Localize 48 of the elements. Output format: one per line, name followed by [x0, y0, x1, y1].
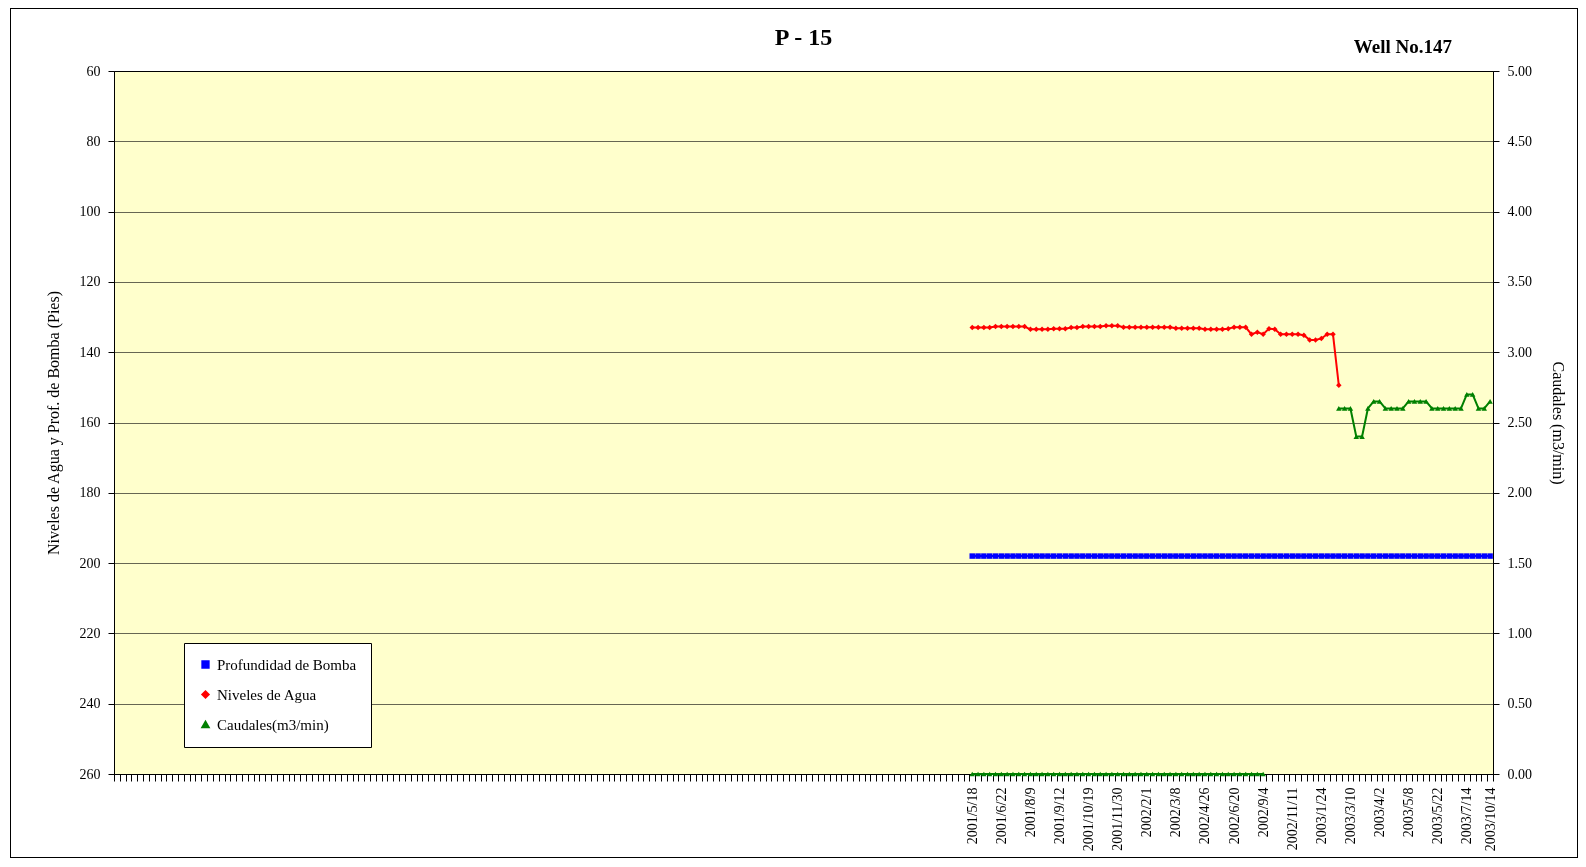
y-tick-label: 180 [79, 485, 101, 501]
text: Well No.147 [1353, 36, 1452, 58]
y2-tick-label: 5.00 [1507, 63, 1532, 79]
y-tick-label: 120 [79, 274, 101, 290]
x-tick-label: 2003/7/14 [1459, 787, 1475, 845]
x-tick-label: 2001/6/22 [993, 787, 1009, 845]
y2-tick-label: 1.50 [1507, 555, 1532, 571]
y2-tick-label: 0.00 [1507, 766, 1532, 782]
y-tick-label: 240 [79, 696, 101, 712]
y2-tick-label: 3.00 [1507, 344, 1532, 360]
legend-label: Niveles de Agua [217, 686, 317, 703]
x-tick-label: 2002/4/26 [1197, 787, 1213, 845]
y-tick-label: 200 [79, 555, 101, 571]
x-tick-label: 2002/2/1 [1139, 787, 1155, 838]
x-tick-label: 2001/5/18 [964, 787, 980, 845]
y2-tick-label: 4.50 [1507, 133, 1532, 149]
y-tick-label: 80 [86, 133, 101, 149]
y-tick-label: 60 [86, 63, 101, 79]
y2-tick-label: 4.00 [1507, 204, 1532, 220]
y2-tick-label: 3.50 [1507, 274, 1532, 290]
x-tick-label: 2003/3/10 [1342, 787, 1358, 845]
y2-tick-label: 0.50 [1507, 696, 1532, 712]
x-tick-label: 2003/5/8 [1401, 787, 1417, 838]
x-tick-label: 2001/9/12 [1052, 787, 1068, 845]
y-tick-label: 140 [79, 344, 101, 360]
y2-tick-label: 2.50 [1507, 415, 1532, 430]
x-tick-label: 2002/11/11 [1284, 787, 1300, 851]
x-tick-label: 2002/6/20 [1226, 787, 1242, 845]
y2-tick-label: 2.00 [1507, 485, 1532, 501]
y2-tick-label: 1.00 [1507, 625, 1532, 641]
x-tick-label: 2002/3/8 [1168, 787, 1184, 838]
x-tick-label: 2001/10/19 [1081, 787, 1097, 852]
x-tick-label: 2003/10/14 [1482, 787, 1498, 852]
y2-axis-title: Caudales (m3/min) [1549, 361, 1567, 485]
x-tick-label: 2001/11/30 [1110, 787, 1126, 851]
legend-label: Caudales(m3/min) [217, 716, 329, 734]
y-tick-label: 260 [79, 766, 101, 782]
x-tick-label: 2002/9/4 [1255, 787, 1271, 838]
legend-label: Profundidad de Bomba [217, 656, 357, 673]
y-tick-label: 220 [79, 625, 101, 641]
y-axis-title: Niveles de Agua y Prof. de Bomba (Pies) [44, 291, 63, 555]
x-tick-label: 2003/1/24 [1313, 787, 1329, 845]
y-tick-label: 100 [79, 204, 101, 220]
chart-title: P - 15 [774, 24, 833, 50]
y-tick-label: 160 [79, 415, 101, 430]
x-tick-label: 2003/5/22 [1430, 787, 1446, 845]
x-tick-label: 2003/4/2 [1372, 787, 1388, 838]
x-tick-label: 2001/8/9 [1022, 787, 1038, 838]
